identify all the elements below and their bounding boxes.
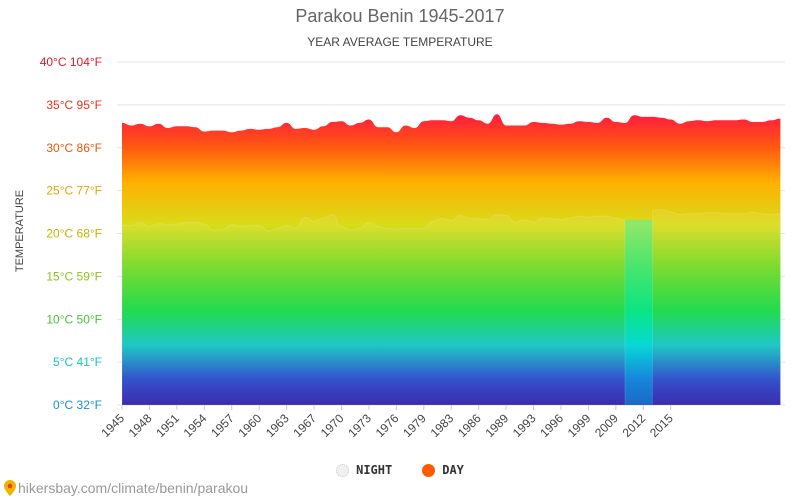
- y-tick-label-6: 30°C 86°F: [46, 141, 102, 155]
- x-tick-label-9: 1973: [345, 411, 374, 440]
- x-tick-label-11: 1979: [400, 411, 429, 440]
- x-tick-label-6: 1963: [263, 411, 292, 440]
- y-tick-label-7: 35°C 95°F: [46, 98, 102, 112]
- x-tick-label-19: 2012: [620, 411, 649, 440]
- x-tick-label-10: 1976: [373, 411, 402, 440]
- x-tick-label-15: 1993: [510, 411, 539, 440]
- night-gap-band: [624, 219, 653, 405]
- night-area-segment-1[interactable]: [651, 208, 781, 406]
- y-tick-label-1: 5°C 41°F: [53, 355, 102, 369]
- source-text: hikersbay.com/climate/benin/parakou: [18, 480, 249, 496]
- legend-night-swatch: [336, 463, 350, 477]
- map-pin-icon: [4, 480, 16, 496]
- legend: NIGHT DAY: [0, 463, 800, 477]
- source-link[interactable]: hikersbay.com/climate/benin/parakou: [4, 480, 248, 496]
- night-area-segment-0[interactable]: [121, 214, 626, 406]
- x-tick-label-5: 1960: [236, 411, 265, 440]
- legend-item-day[interactable]: DAY: [422, 463, 464, 477]
- y-tick-label-8: 40°C 104°F: [40, 55, 102, 69]
- y-tick-label-0: 0°C 32°F: [53, 398, 102, 412]
- y-tick-label-2: 10°C 50°F: [46, 312, 102, 326]
- x-tick-label-18: 2009: [592, 411, 621, 440]
- night-area-tint-0: [122, 214, 625, 405]
- legend-day-label: DAY: [442, 463, 464, 477]
- chart-title: Parakou Benin 1945-2017: [295, 6, 505, 26]
- x-tick-label-17: 1999: [565, 411, 594, 440]
- x-tick-label-7: 1967: [290, 411, 319, 440]
- x-tick-label-3: 1954: [181, 411, 210, 440]
- y-tick-label-3: 15°C 59°F: [46, 269, 102, 283]
- legend-item-night[interactable]: NIGHT: [336, 463, 392, 477]
- y-tick-label-5: 25°C 77°F: [46, 184, 102, 198]
- x-tick-label-2: 1951: [153, 411, 182, 440]
- legend-night-label: NIGHT: [356, 463, 393, 477]
- x-tick-label-20: 2015: [647, 411, 676, 440]
- chart-subtitle: YEAR AVERAGE TEMPERATURE: [307, 35, 493, 49]
- x-tick-label-14: 1989: [482, 411, 511, 440]
- x-tick-label-13: 1986: [455, 411, 484, 440]
- x-tick-label-16: 1996: [537, 411, 566, 440]
- temperature-areas: [121, 114, 781, 406]
- y-tick-label-4: 20°C 68°F: [46, 227, 102, 241]
- x-tick-label-4: 1957: [208, 411, 237, 440]
- night-area-tint-1: [652, 209, 781, 405]
- x-tick-labels: 1945194819511954195719601963196719701973…: [98, 405, 676, 440]
- x-tick-label-1: 1948: [126, 411, 155, 440]
- x-tick-label-8: 1970: [318, 411, 347, 440]
- legend-day-swatch: [422, 463, 436, 477]
- y-tick-labels: 0°C 32°F 5°C 41°F 10°C 50°F 15°C 59°F 20°C 6…: [40, 55, 102, 412]
- x-tick-label-0: 1945: [98, 411, 127, 440]
- x-tick-label-12: 1983: [428, 411, 457, 440]
